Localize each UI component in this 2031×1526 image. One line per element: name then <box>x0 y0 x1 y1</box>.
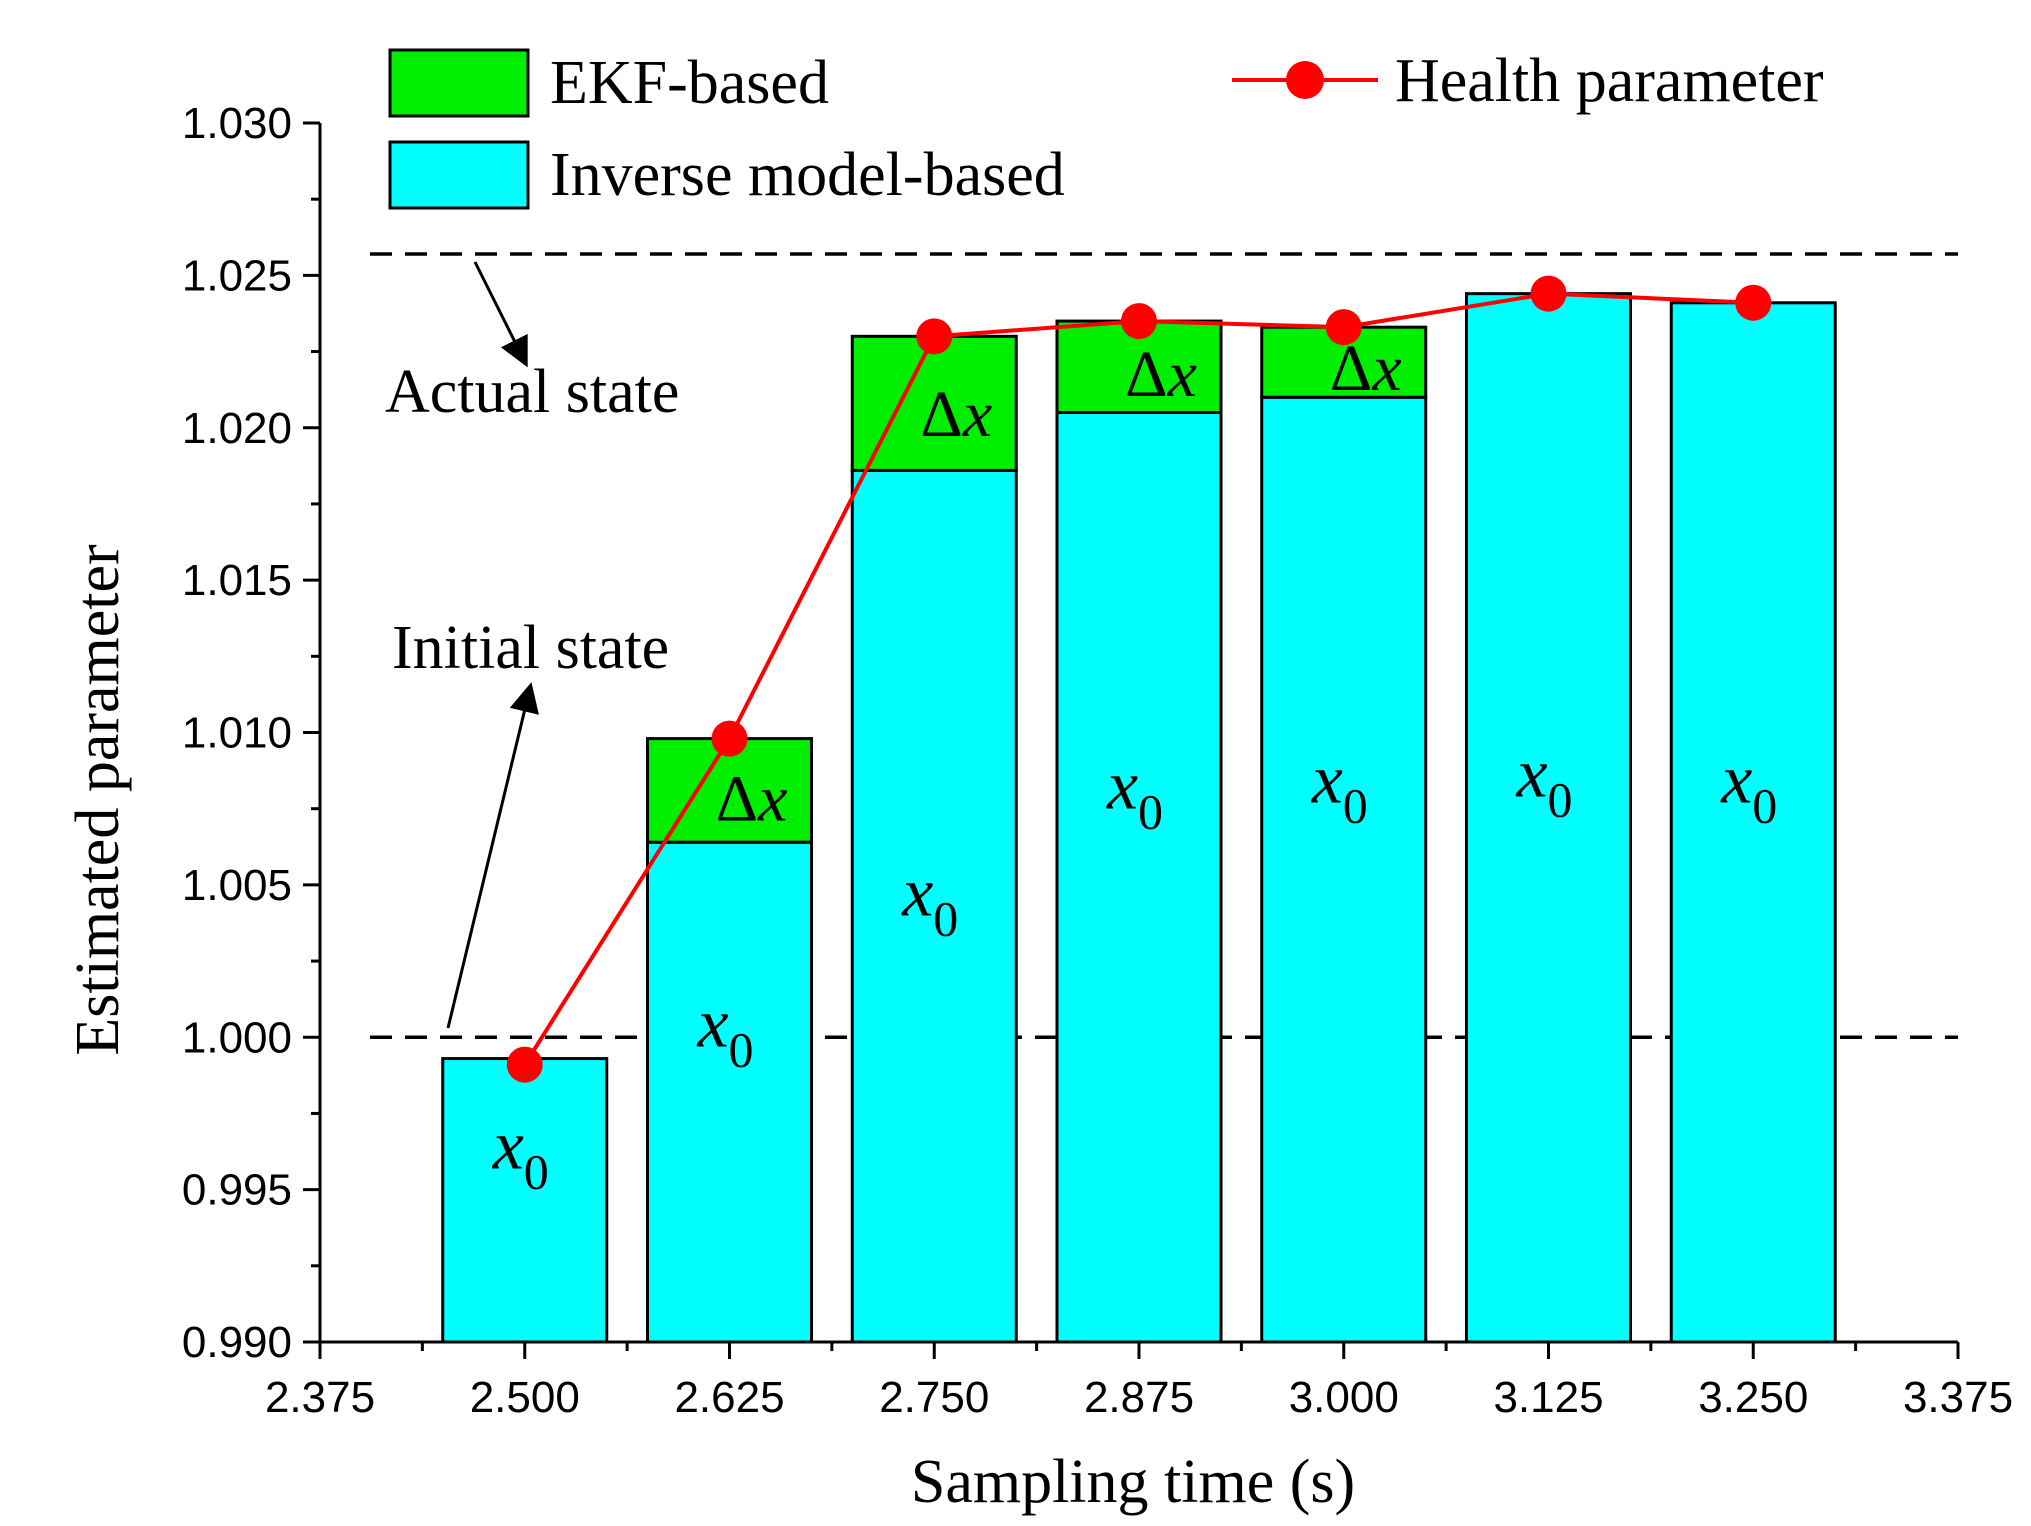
bar-label-ekf-4: Δx <box>1330 332 1402 405</box>
x-tick-label-8: 3.375 <box>1903 1373 2013 1422</box>
y-tick-label-5: 1.015 <box>182 556 292 605</box>
y-tick-label-6: 1.020 <box>182 404 292 453</box>
legend-swatch-inverse <box>388 140 530 210</box>
health-point-3 <box>1121 303 1157 340</box>
y-tick-label-3: 1.005 <box>182 861 292 910</box>
health-point-1 <box>711 720 748 757</box>
legend: EKF-based Inverse model-based Health par… <box>388 47 1824 210</box>
y-tick-label-0: 0.990 <box>182 1318 292 1367</box>
x-tick-label-5: 3.000 <box>1289 1373 1399 1422</box>
y-axis-label: Estimated parameter <box>64 544 132 1056</box>
legend-swatch-health-marker <box>1286 61 1324 99</box>
x-tick-label-6: 3.125 <box>1493 1373 1603 1422</box>
bar-label-inverse-3: x0 <box>1106 748 1163 840</box>
health-point-0 <box>506 1046 543 1083</box>
y-tick-label-7: 1.025 <box>182 251 292 300</box>
bar-label-inverse-2: x0 <box>901 854 958 946</box>
x-tick-label-2: 2.625 <box>674 1373 784 1422</box>
x-tick-label-1: 2.500 <box>470 1373 580 1422</box>
bar-label-inverse-5: x0 <box>1515 735 1572 827</box>
y-tick-label-2: 1.000 <box>182 1013 292 1062</box>
bar-inverse-5 <box>1465 292 1632 1344</box>
bar-label-inverse-4: x0 <box>1311 742 1368 834</box>
y-tick-label-8: 1.030 <box>182 99 292 148</box>
health-point-5 <box>1530 275 1567 312</box>
initial-state-annotation: Initial state <box>392 614 669 682</box>
legend-swatch-ekf <box>388 48 530 118</box>
actual-state-arrow <box>473 261 528 368</box>
health-point-6 <box>1735 284 1772 321</box>
bar-label-ekf-3: Δx <box>1125 338 1197 411</box>
legend-label-inverse: Inverse model-based <box>550 141 1065 209</box>
y-tick-label-4: 1.010 <box>182 709 292 758</box>
bar-inverse-1 <box>646 840 813 1344</box>
bar-inverse-6 <box>1669 301 1837 1344</box>
reference-lines <box>370 252 1958 1039</box>
bar-label-ekf-2: Δx <box>920 378 992 451</box>
health-point-2 <box>916 318 953 355</box>
x-axis-label: Sampling time (s) <box>911 1448 1355 1516</box>
axes: 0.990 0.995 1.000 1.005 1.010 1.015 1.020 1.025… <box>182 99 2013 1422</box>
bar-inverse-4 <box>1260 395 1428 1344</box>
bars <box>441 292 1837 1344</box>
y-tick-label-1: 0.995 <box>182 1166 292 1215</box>
legend-label-ekf: EKF-based <box>550 49 829 117</box>
health-point-4 <box>1325 309 1362 346</box>
x-tick-label-0: 2.375 <box>265 1373 375 1422</box>
bar-label-inverse-0: x0 <box>492 1107 549 1199</box>
x-tick-label-4: 2.875 <box>1084 1373 1194 1422</box>
bar-label-inverse-6: x0 <box>1720 742 1777 834</box>
initial-state-arrow <box>446 682 539 1029</box>
legend-label-health: Health parameter <box>1395 47 1824 115</box>
x-tick-label-3: 2.750 <box>879 1373 989 1422</box>
actual-state-annotation: Actual state <box>385 358 679 426</box>
bar-inverse-3 <box>1055 411 1223 1344</box>
x-tick-label-7: 3.250 <box>1698 1373 1808 1422</box>
bar-inverse-0 <box>441 1057 609 1344</box>
bar-labels: x0 x0 Δx x0 Δx x0 Δx x0 Δx x0 x0 <box>492 332 1778 1199</box>
bar-label-inverse-1: x0 <box>696 985 753 1077</box>
health-line <box>506 275 1772 1083</box>
bar-label-ekf-1: Δx <box>716 763 788 836</box>
